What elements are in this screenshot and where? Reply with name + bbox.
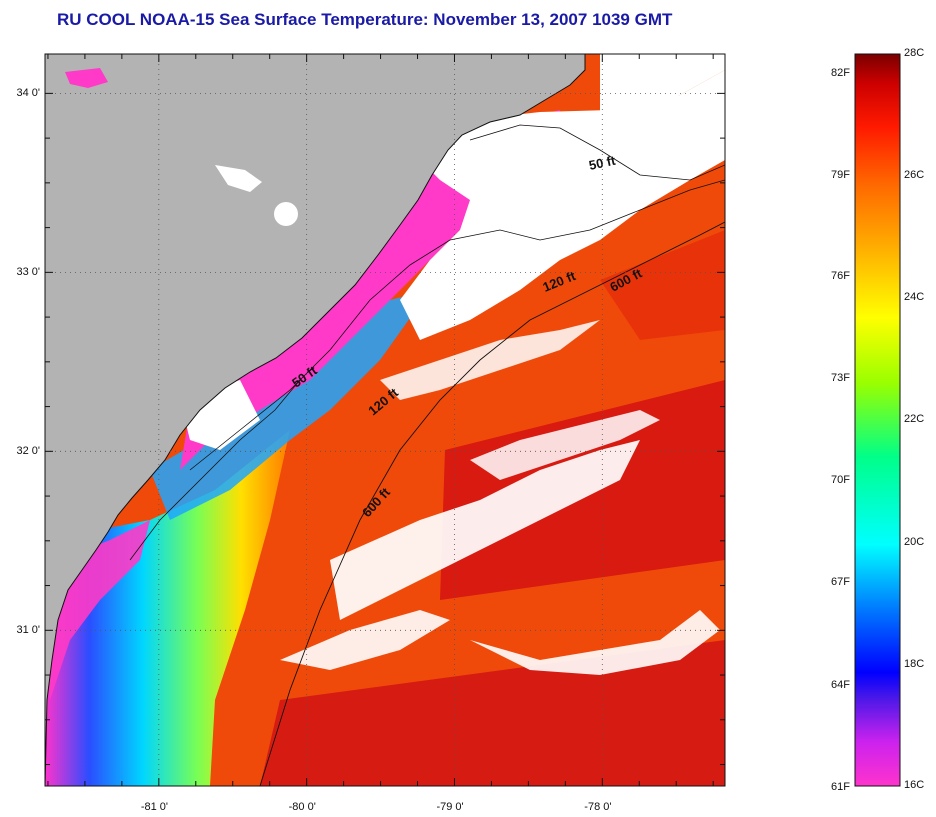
colorbar-label-82f: 82F: [831, 67, 850, 79]
colorbar-label-76f: 76F: [831, 270, 850, 282]
shelf-water-mid: [150, 290, 430, 520]
colorbar-label-67f: 67F: [831, 576, 850, 588]
land-south-carolina-georgia: [45, 54, 585, 786]
isobath-label-50ft-north: 50 ft: [588, 153, 618, 173]
colorbar-label-79f: 79F: [831, 169, 850, 181]
lake-north: [65, 68, 108, 88]
colorbar-label-64f: 64F: [831, 679, 850, 691]
cloud-streak-2: [280, 610, 450, 670]
map-frame: [44, 53, 726, 787]
colorbar: [854, 53, 901, 787]
cloud-streak-5: [380, 320, 600, 400]
shelf-water: [45, 430, 290, 786]
lat-label-33: 33 0': [16, 266, 40, 279]
chart-title: RU COOL NOAA-15 Sea Surface Temperature:…: [57, 10, 673, 29]
lat-label-32: 32 0': [16, 445, 40, 458]
colorbar-label-70f: 70F: [831, 474, 850, 486]
colorbar-label-16c: 16C: [904, 779, 925, 791]
isobath-50ft-north: [469, 124, 725, 181]
lake-marion: [215, 165, 262, 192]
lon-label-78: -78 0': [584, 801, 612, 813]
cloud-shelf-north: [400, 70, 725, 340]
lon-label-79: -79 0': [436, 801, 464, 813]
lon-label-81: -81 0': [140, 801, 168, 813]
colorbar-label-73f: 73F: [831, 372, 850, 384]
colorbar-label-24c: 24C: [904, 291, 925, 303]
cloud-streak-4: [470, 410, 660, 480]
lon-label-80: -80 0': [288, 801, 316, 813]
lat-label-31: 31 0': [16, 624, 40, 637]
land-fl: [45, 560, 60, 600]
coastline: [45, 54, 586, 786]
warm-band-east: [600, 230, 725, 340]
colorbar-label-61f: 61F: [831, 781, 850, 793]
axis-ticks: [45, 54, 725, 786]
warm-core-south: [260, 640, 725, 786]
colorbar-label-26c: 26C: [904, 169, 925, 181]
lake-moultrie: [274, 202, 298, 226]
cold-nearshore: [180, 110, 560, 470]
colorbar-label-18c: 18C: [904, 658, 925, 670]
colorbar-label-20c: 20C: [904, 536, 925, 548]
lat-label-34: 34 0': [16, 87, 40, 100]
graticule: [45, 54, 725, 786]
cloud-streak-1: [330, 440, 640, 620]
cloud-nc: [600, 54, 725, 120]
isobath-50ft-south: [129, 379, 301, 561]
isobath-120ft: [189, 179, 725, 471]
colorbar-label-22c: 22C: [904, 413, 925, 425]
isobath-600ft: [259, 221, 725, 786]
colorbar-label-28c: 28C: [904, 47, 925, 59]
cloud-streak-3: [470, 610, 720, 675]
